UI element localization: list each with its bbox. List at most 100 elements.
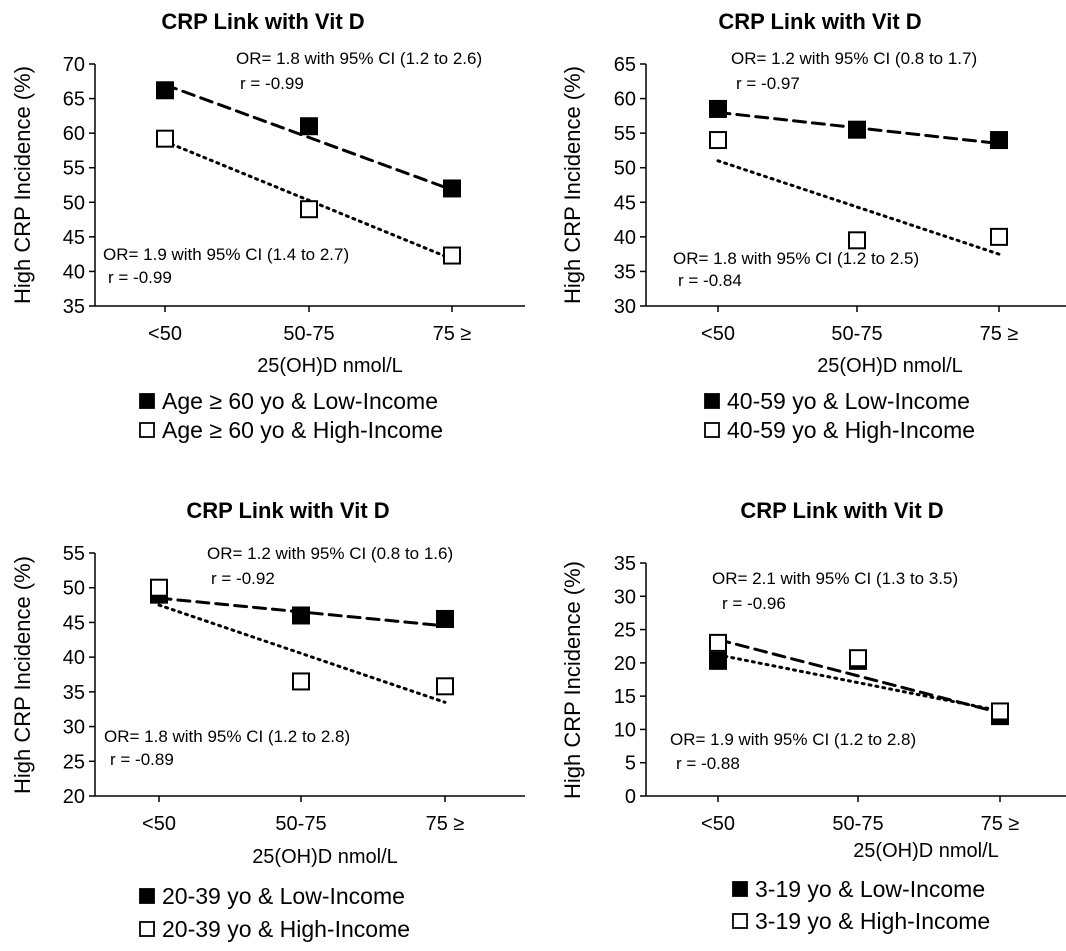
x-tick-label: 75 ≥ xyxy=(981,813,1020,835)
y-axis-label: High CRP Incidence (%) xyxy=(10,66,35,304)
legend-marker-series-1 xyxy=(704,393,720,409)
data-point-series-2 xyxy=(990,227,1008,246)
or-annotation: OR= 1.8 with 95% CI (1.2 to 2.8) xyxy=(104,727,350,746)
or-annotation: OR= 1.9 with 95% CI (1.4 to 2.7) xyxy=(103,245,349,264)
data-point-series-2 xyxy=(991,702,1009,721)
legend-label-series-2: Age ≥ 60 yo & High-Income xyxy=(162,417,443,443)
x-tick-label: 75 ≥ xyxy=(426,813,465,835)
y-tick-label: 40 xyxy=(614,227,636,249)
data-point-series-2 xyxy=(709,131,727,150)
r-annotation: r = -0.99 xyxy=(108,268,172,287)
y-axis-label: High CRP Incidence (%) xyxy=(10,556,35,794)
data-point-series-1 xyxy=(292,606,310,625)
y-tick-label: 55 xyxy=(614,123,636,145)
x-tick-label: 75 ≥ xyxy=(433,323,472,345)
y-tick-label: 20 xyxy=(614,653,636,675)
trendline-series-2 xyxy=(157,603,447,704)
chart-panel-3: CRP Link with Vit D High CRP Incidence (%… xyxy=(10,498,525,942)
y-tick-label: 50 xyxy=(63,192,85,214)
y-tick-label: 35 xyxy=(63,682,85,704)
chart-panel-1: CRP Link with Vit D High CRP Incidence (%… xyxy=(10,9,525,443)
y-tick-label: 0 xyxy=(625,786,636,808)
chart-panel-2: CRP Link with Vit D High CRP Incidence (%… xyxy=(560,9,1066,443)
y-tick-label: 30 xyxy=(614,586,636,608)
chart-title: CRP Link with Vit D xyxy=(718,9,921,34)
y-tick-label: 60 xyxy=(63,123,85,145)
data-point-series-1 xyxy=(709,99,727,118)
legend-label-series-1: 20-39 yo & Low-Income xyxy=(162,883,405,909)
y-tick-label: 15 xyxy=(614,686,636,708)
y-tick-label: 55 xyxy=(63,543,85,565)
chart-panel-4: CRP Link with Vit D High CRP Incidence (%… xyxy=(560,498,1066,934)
y-axis-label: High CRP Incidence (%) xyxy=(560,66,585,304)
x-tick-label: 50-75 xyxy=(832,813,883,835)
legend-label-series-1: 3-19 yo & Low-Income xyxy=(755,876,985,902)
r-annotation: r = -0.96 xyxy=(722,594,786,613)
data-point-series-2 xyxy=(156,129,174,148)
trendline-series-1 xyxy=(716,653,1002,713)
data-point-series-2 xyxy=(709,633,727,652)
or-annotation: OR= 2.1 with 95% CI (1.3 to 3.5) xyxy=(712,569,958,588)
x-tick-label: <50 xyxy=(701,813,735,835)
y-tick-label: 45 xyxy=(63,612,85,634)
legend-label-series-2: 3-19 yo & High-Income xyxy=(755,908,990,934)
or-annotation: OR= 1.8 with 95% CI (1.2 to 2.5) xyxy=(673,249,919,268)
or-annotation: OR= 1.8 with 95% CI (1.2 to 2.6) xyxy=(236,49,482,68)
legend-marker-series-2 xyxy=(139,422,155,438)
y-tick-label: 65 xyxy=(63,89,85,111)
data-point-series-2 xyxy=(300,200,318,219)
y-tick-label: 20 xyxy=(63,786,85,808)
x-tick-label: 50-75 xyxy=(831,323,882,345)
y-tick-label: 25 xyxy=(614,620,636,642)
r-annotation: r = -0.97 xyxy=(736,74,800,93)
y-tick-label: 40 xyxy=(63,647,85,669)
r-annotation: r = -0.89 xyxy=(110,750,174,769)
y-tick-label: 35 xyxy=(614,261,636,283)
y-axis-label: High CRP Incidence (%) xyxy=(560,561,585,799)
y-tick-label: 35 xyxy=(614,553,636,575)
trendline-series-2 xyxy=(716,159,1001,256)
y-tick-label: 35 xyxy=(63,296,85,318)
legend-label-series-2: 20-39 yo & High-Income xyxy=(162,916,410,942)
or-annotation: OR= 1.2 with 95% CI (0.8 to 1.6) xyxy=(207,544,453,563)
legend-marker-series-1 xyxy=(139,393,155,409)
legend-label-series-1: 40-59 yo & Low-Income xyxy=(727,388,970,414)
x-tick-label: <50 xyxy=(148,323,182,345)
trendline-series-2 xyxy=(716,638,1002,715)
data-point-series-2 xyxy=(848,231,866,250)
legend-marker-series-2 xyxy=(704,422,720,438)
r-annotation: r = -0.88 xyxy=(676,754,740,773)
x-tick-label: <50 xyxy=(701,323,735,345)
x-tick-label: 50-75 xyxy=(283,323,334,345)
data-point-series-2 xyxy=(150,578,168,597)
data-point-series-1 xyxy=(436,609,454,628)
legend-marker-series-2 xyxy=(732,913,748,929)
r-annotation: r = -0.84 xyxy=(678,271,742,290)
data-point-series-1 xyxy=(443,179,461,198)
trendline-series-1 xyxy=(163,83,454,192)
legend-marker-series-2 xyxy=(139,921,155,937)
data-point-series-1 xyxy=(709,651,727,670)
x-axis-label: 25(OH)D nmol/L xyxy=(257,355,403,377)
x-axis-label: 25(OH)D nmol/L xyxy=(853,840,999,862)
y-tick-label: 45 xyxy=(614,192,636,214)
y-tick-label: 50 xyxy=(614,158,636,180)
r-annotation: r = -0.92 xyxy=(211,569,275,588)
data-point-series-2 xyxy=(436,677,454,696)
y-tick-label: 25 xyxy=(63,751,85,773)
legend-label-series-2: 40-59 yo & High-Income xyxy=(727,417,975,443)
y-tick-label: 50 xyxy=(63,578,85,600)
or-annotation: OR= 1.2 with 95% CI (0.8 to 1.7) xyxy=(731,49,977,68)
y-tick-label: 55 xyxy=(63,158,85,180)
x-tick-label: 50-75 xyxy=(275,813,326,835)
y-tick-label: 40 xyxy=(63,261,85,283)
y-tick-label: 5 xyxy=(625,753,636,775)
y-tick-label: 10 xyxy=(614,719,636,741)
data-point-series-1 xyxy=(300,117,318,136)
y-tick-label: 70 xyxy=(63,54,85,76)
y-tick-label: 30 xyxy=(614,296,636,318)
or-annotation: OR= 1.9 with 95% CI (1.2 to 2.8) xyxy=(670,730,916,749)
x-axis-label: 25(OH)D nmol/L xyxy=(817,355,963,377)
y-tick-label: 30 xyxy=(63,717,85,739)
